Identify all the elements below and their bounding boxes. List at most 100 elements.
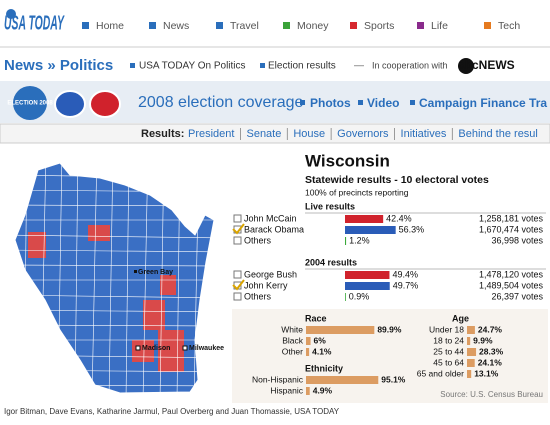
nav-square	[484, 22, 491, 29]
nav-link[interactable]: Tech	[498, 20, 520, 32]
banner-title: 2008 election coverage	[138, 94, 304, 111]
city: Green Bay	[138, 269, 173, 276]
county-border	[23, 163, 28, 393]
nav-link[interactable]: Life	[431, 20, 448, 32]
percent: 0.9%	[349, 291, 370, 301]
badge	[13, 86, 47, 120]
nav-link[interactable]: Home	[96, 20, 124, 32]
reporting: 100% of precincts reporting	[305, 187, 409, 197]
county-border	[15, 264, 214, 267]
nav-link[interactable]: Money	[297, 20, 329, 32]
percent: 56.3%	[399, 224, 425, 234]
nav-square	[283, 22, 290, 29]
abc-logo	[458, 58, 474, 74]
checkmark	[232, 223, 245, 235]
candidate: Others	[244, 235, 272, 245]
demo-label: White	[281, 324, 303, 334]
candidate: George Bush	[244, 269, 297, 279]
votes: 1,258,181 votes	[479, 213, 544, 223]
county	[143, 300, 165, 330]
checkmark	[232, 279, 245, 291]
separator: —	[354, 61, 364, 72]
demo-title: Age	[452, 313, 469, 323]
source: Source: U.S. Census Bureau	[440, 390, 543, 399]
partner[interactable]: abcNEWS	[458, 58, 515, 72]
percent: 49.7%	[393, 280, 419, 290]
demo-label: Other	[282, 346, 303, 356]
demo-bar	[306, 387, 310, 395]
checkbox[interactable]	[233, 270, 242, 279]
city-dot	[135, 345, 141, 351]
state-name: Wisconsin	[305, 151, 390, 170]
demo-bar	[306, 348, 310, 356]
demo-label: 18 to 24	[433, 335, 464, 345]
demo-label: 65 and older	[417, 368, 464, 378]
donkey-icon	[54, 90, 86, 118]
demo-bar	[467, 359, 475, 367]
nav-link[interactable]: Travel	[230, 20, 259, 32]
demo-bar	[306, 326, 375, 334]
checkbox[interactable]	[233, 236, 242, 245]
results-label: Results:	[141, 128, 184, 140]
percent: 42.4%	[386, 213, 412, 223]
banner-link[interactable]: Campaign Finance Tra	[419, 96, 547, 110]
section-title: 2004 results	[305, 257, 357, 267]
link[interactable]: Election results	[268, 61, 336, 72]
result-bar	[345, 293, 346, 301]
nav-link[interactable]: Sports	[364, 20, 394, 32]
nav-square	[417, 22, 424, 29]
banner-link[interactable]: Photos	[310, 96, 351, 110]
checkbox[interactable]	[233, 292, 242, 301]
results-link[interactable]: Behind the resul	[458, 128, 538, 140]
results-link[interactable]: Senate	[246, 128, 281, 140]
county-border	[7, 150, 11, 400]
county	[160, 275, 176, 295]
cooperation: In cooperation with	[372, 60, 448, 70]
votes: 36,998 votes	[491, 235, 543, 245]
result-bar	[345, 271, 390, 279]
percent: 49.4%	[392, 269, 418, 279]
demo-label: Under 18	[429, 324, 464, 334]
bullet	[300, 100, 305, 105]
nav-link[interactable]: News	[163, 20, 189, 32]
demo-value: 28.3%	[479, 346, 504, 356]
city: Madison	[142, 345, 170, 352]
city: Milwaukee	[189, 345, 224, 352]
nav-square	[216, 22, 223, 29]
results-link[interactable]: House	[293, 128, 325, 140]
checkbox[interactable]	[233, 214, 242, 223]
results-link[interactable]: Initiatives	[401, 128, 447, 140]
results-link[interactable]: President	[188, 128, 234, 140]
results-nav	[0, 123, 550, 144]
percent: 1.2%	[349, 235, 370, 245]
county	[88, 225, 110, 241]
nav-square	[149, 22, 156, 29]
demo-label: Hispanic	[270, 385, 303, 395]
demo-value: 95.1%	[381, 374, 406, 384]
demo-bar	[467, 326, 475, 334]
city-dot	[182, 345, 188, 351]
banner-link[interactable]: Video	[367, 96, 399, 110]
county-border	[91, 163, 98, 393]
demo-label: Non-Hispanic	[252, 374, 304, 384]
demo-bar	[306, 376, 379, 384]
demographics-box	[232, 309, 548, 403]
bullet	[130, 63, 135, 68]
demo-label: 45 to 64	[433, 357, 464, 367]
candidate: John McCain	[244, 213, 297, 223]
nav-square	[82, 22, 89, 29]
demo-value: 89.9%	[377, 324, 402, 334]
demo-value: 4.9%	[313, 385, 333, 395]
result-bar	[345, 215, 384, 223]
link[interactable]: USA TODAY On Politics	[139, 61, 246, 72]
result-bar	[345, 282, 390, 290]
results-link[interactable]: Governors	[337, 128, 389, 140]
breadcrumb[interactable]: News » Politics	[4, 57, 113, 74]
credits: Igor Bitman, Dave Evans, Katharine Jarmu…	[4, 407, 340, 416]
logo[interactable]: USA TODAY	[4, 12, 65, 34]
county	[28, 232, 46, 258]
demo-value: 4.1%	[312, 346, 332, 356]
demo-value: 9.9%	[473, 335, 493, 345]
result-bar	[345, 237, 347, 245]
